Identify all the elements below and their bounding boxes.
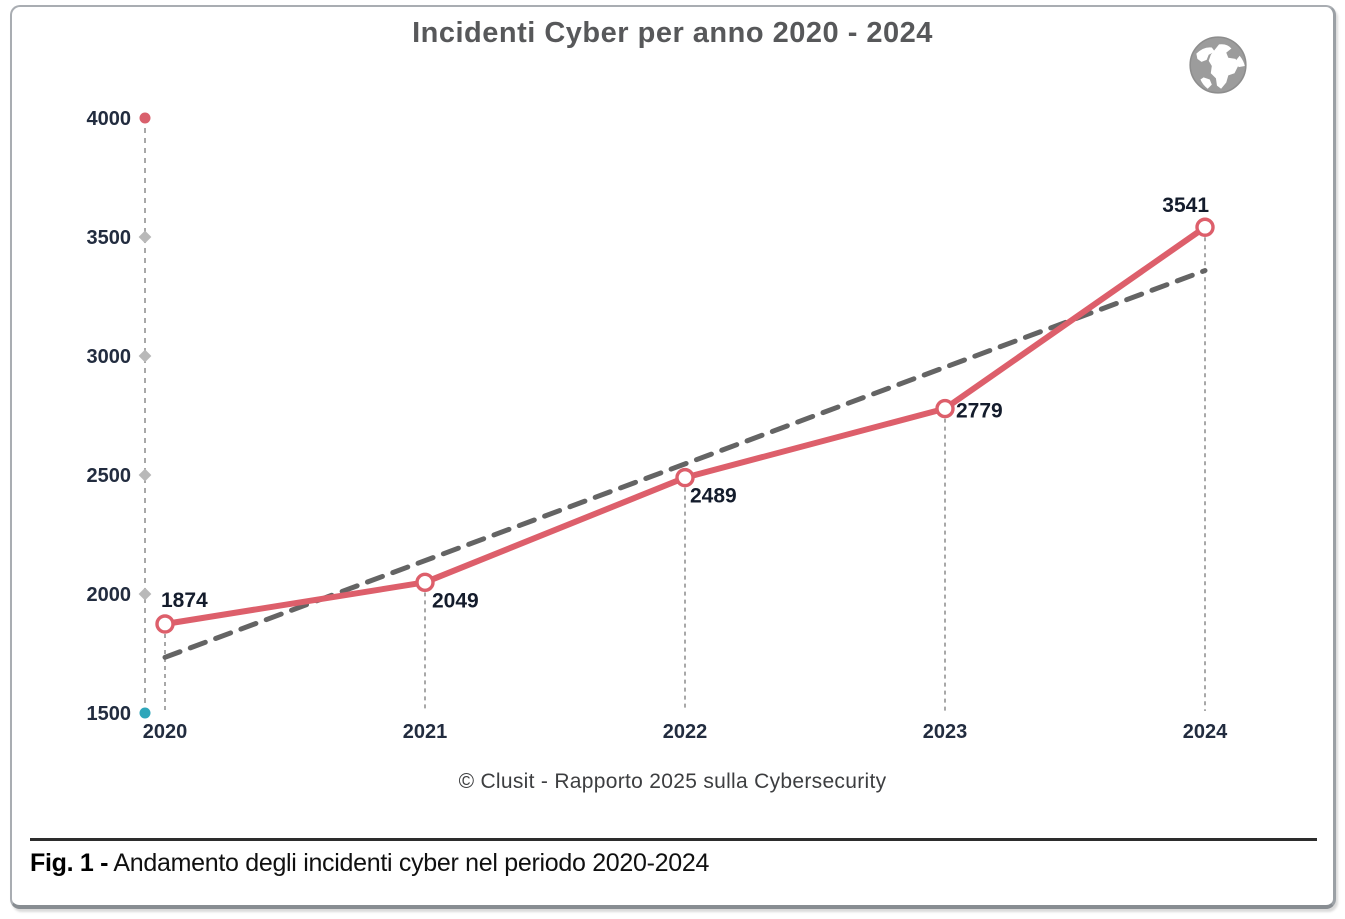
chart-title: Incidenti Cyber per anno 2020 - 2024 (412, 17, 933, 49)
figure-caption: Fig. 1 - Andamento degli incidenti cyber… (30, 849, 709, 878)
figure-caption-label: Fig. 1 - (30, 849, 109, 877)
y-tick-label: 2000 (87, 584, 132, 606)
x-tick-label: 2023 (923, 721, 968, 743)
figure-caption-text: Andamento degli incidenti cyber nel peri… (108, 849, 710, 877)
figure-frame: Incidenti Cyber per anno 2020 - 2024 150… (10, 5, 1336, 909)
data-point-marker (935, 398, 955, 419)
y-axis-diamond-marker (138, 230, 152, 244)
y-tick-label: 2500 (87, 465, 132, 487)
x-tick-label: 2024 (1183, 721, 1228, 743)
caption-divider (30, 838, 1317, 841)
data-point-marker (675, 467, 695, 488)
y-axis-top-dot (139, 112, 151, 124)
data-point-marker (415, 572, 435, 593)
x-tick-label: 2020 (143, 721, 188, 743)
x-tick-label: 2022 (663, 721, 708, 743)
data-point-label: 2049 (432, 589, 479, 612)
y-axis-diamond-marker (138, 349, 152, 363)
y-tick-label: 1500 (87, 703, 132, 725)
chart-attribution: © Clusit - Rapporto 2025 sulla Cybersecu… (458, 770, 887, 793)
globe-icon (1189, 36, 1247, 94)
x-tick-label: 2021 (403, 721, 448, 743)
data-point-label: 2779 (956, 400, 1003, 423)
data-line (162, 224, 1208, 627)
y-tick-label: 3000 (87, 346, 132, 368)
data-point-marker (1195, 217, 1215, 237)
y-tick-label: 3500 (87, 227, 132, 249)
y-tick-label: 4000 (87, 108, 132, 130)
data-point-label: 3541 (1162, 194, 1209, 217)
data-point-label: 1874 (161, 589, 208, 612)
trendline (162, 268, 1208, 660)
data-point-label: 2489 (690, 485, 737, 508)
y-axis-diamond-marker (138, 468, 152, 482)
data-point-marker (155, 614, 175, 634)
y-axis-diamond-marker (138, 587, 152, 601)
y-axis-bottom-dot (139, 707, 151, 719)
